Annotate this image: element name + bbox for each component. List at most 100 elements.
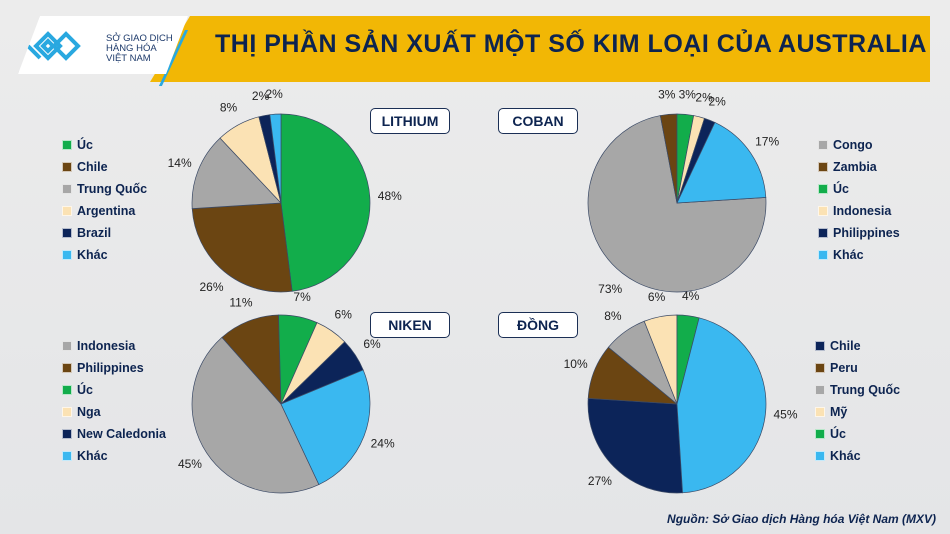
data-label: 11%: [229, 296, 252, 310]
legend-item: Mỹ: [815, 401, 900, 423]
data-label: 24%: [371, 436, 395, 450]
logo-line: HÀNG HÓA: [106, 43, 157, 54]
legend-item: Philippines: [62, 357, 166, 379]
legend-label: Nga: [77, 405, 101, 419]
legend-label: Indonesia: [833, 204, 892, 218]
legend-swatch: [62, 407, 72, 417]
legend-item: Úc: [62, 134, 147, 156]
legend-item: Khác: [818, 244, 900, 266]
legend-swatch: [818, 228, 828, 238]
chart-title-dong: ĐỒNG: [498, 312, 578, 338]
data-label: 73%: [598, 282, 622, 296]
pie-slice: [676, 122, 767, 204]
legend-swatch: [818, 206, 828, 216]
data-label: 2%: [265, 87, 283, 101]
legend-swatch: [62, 140, 72, 150]
chart-title-lithium: LITHIUM: [370, 108, 450, 134]
legend-label: Úc: [833, 182, 849, 196]
data-label: 4%: [682, 289, 700, 303]
logo-line: VIỆT NAM: [106, 53, 151, 64]
legend-label: Zambia: [833, 160, 877, 174]
legend-swatch: [815, 363, 825, 373]
logo: [18, 16, 188, 74]
logo-text: SỞ GIAO DỊCH HÀNG HÓA VIỆT NAM: [106, 34, 173, 64]
data-label: 45%: [178, 457, 202, 471]
legend-label: Khác: [830, 449, 861, 463]
legend-item: Brazil: [62, 222, 147, 244]
legend-niken: Indonesia Philippines Úc Nga New Caledonia Kh…: [62, 335, 166, 467]
legend-item: New Caledonia: [62, 423, 166, 445]
data-label: 2%: [708, 95, 726, 109]
data-label: 7%: [293, 290, 311, 304]
data-label: 17%: [755, 135, 779, 149]
legend-swatch: [818, 184, 828, 194]
legend-swatch: [815, 341, 825, 351]
legend-item: Chile: [815, 335, 900, 357]
data-label: 3%: [658, 87, 676, 101]
chart-title-coban: COBAN: [498, 108, 578, 134]
legend-item: Trung Quốc: [62, 178, 147, 200]
legend-swatch: [818, 250, 828, 260]
legend-label: Indonesia: [77, 339, 136, 353]
legend-item: Khác: [62, 244, 147, 266]
legend-label: New Caledonia: [77, 427, 166, 441]
legend-swatch: [818, 162, 828, 172]
legend-swatch: [62, 341, 72, 351]
data-label: 6%: [335, 307, 353, 321]
legend-item: Khác: [62, 445, 166, 467]
data-label: 14%: [168, 156, 192, 170]
legend-label: Khác: [833, 248, 864, 262]
legend-label: Chile: [830, 339, 861, 353]
logo-line: SỞ GIAO DỊCH: [106, 33, 173, 44]
title-bar: [150, 16, 930, 82]
legend-swatch: [62, 363, 72, 373]
legend-swatch: [62, 451, 72, 461]
legend-swatch: [815, 407, 825, 417]
pie-slice: [191, 336, 320, 494]
legend-swatch: [62, 184, 72, 194]
legend-label: Congo: [833, 138, 873, 152]
legend-swatch: [62, 385, 72, 395]
pie-slice: [676, 317, 767, 494]
pie-slice: [280, 113, 371, 292]
data-label: 45%: [774, 407, 798, 421]
legend-label: Brazil: [77, 226, 112, 240]
legend-label: Trung Quốc: [830, 383, 901, 397]
data-label: 10%: [564, 357, 588, 371]
legend-label: Úc: [77, 383, 93, 397]
source-note: Nguồn: Sở Giao dịch Hàng hóa Việt Nam (M…: [667, 512, 936, 526]
legend-label: Úc: [77, 138, 93, 152]
legend-item: Úc: [818, 178, 900, 200]
legend-label: Khác: [77, 248, 108, 262]
legend-swatch: [62, 228, 72, 238]
data-label: 2%: [252, 89, 270, 103]
legend-item: Indonesia: [62, 335, 166, 357]
page-title: THỊ PHẦN SẢN XUẤT MỘT SỐ KIM LOẠI CỦA AU…: [215, 30, 927, 58]
legend-dong: Chile Peru Trung Quốc Mỹ Úc Khác: [815, 335, 900, 467]
legend-swatch: [815, 451, 825, 461]
legend-label: Argentina: [77, 204, 136, 218]
logo-mark-icon: [18, 16, 88, 74]
data-label: 26%: [200, 280, 224, 294]
legend-label: Peru: [830, 361, 858, 375]
pie-slice: [587, 115, 767, 293]
legend-item: Trung Quốc: [815, 379, 900, 401]
data-label: 48%: [378, 189, 402, 203]
legend-lithium: Úc Chile Trung Quốc Argentina Brazil Khác: [62, 134, 147, 266]
legend-swatch: [62, 206, 72, 216]
legend-coban: Congo Zambia Úc Indonesia Philippines Khác: [818, 134, 900, 266]
legend-label: Chile: [77, 160, 108, 174]
legend-item: Indonesia: [818, 200, 900, 222]
pie-slice: [191, 202, 293, 293]
legend-item: Úc: [62, 379, 166, 401]
legend-swatch: [815, 429, 825, 439]
legend-item: Úc: [815, 423, 900, 445]
data-label: 8%: [220, 100, 238, 114]
legend-label: Philippines: [77, 361, 144, 375]
legend-label: Trung Quốc: [77, 182, 148, 196]
legend-swatch: [818, 140, 828, 150]
pie-slice: [587, 398, 683, 494]
pie-slice: [269, 113, 282, 204]
